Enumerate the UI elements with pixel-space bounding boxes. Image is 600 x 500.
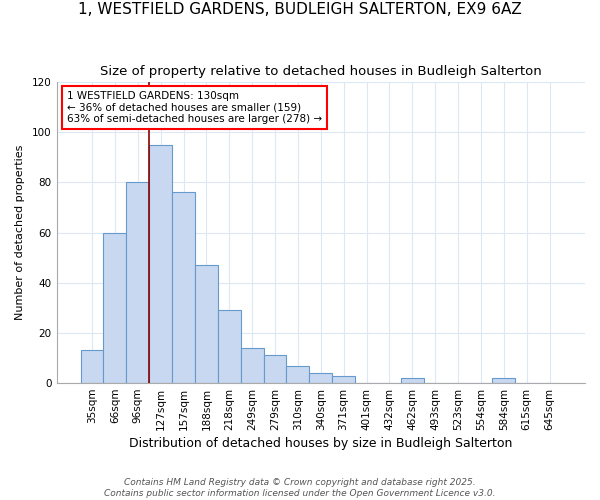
Bar: [310, 373, 332, 383]
Title: Size of property relative to detached houses in Budleigh Salterton: Size of property relative to detached ho…: [100, 65, 542, 78]
Bar: [493, 378, 515, 383]
Bar: [172, 192, 195, 383]
Bar: [263, 356, 286, 383]
Bar: [195, 265, 218, 383]
Bar: [127, 182, 149, 383]
Bar: [80, 350, 103, 383]
Y-axis label: Number of detached properties: Number of detached properties: [15, 145, 25, 320]
Text: 1, WESTFIELD GARDENS, BUDLEIGH SALTERTON, EX9 6AZ: 1, WESTFIELD GARDENS, BUDLEIGH SALTERTON…: [78, 2, 522, 18]
Bar: [286, 366, 310, 383]
Bar: [218, 310, 241, 383]
Text: 1 WESTFIELD GARDENS: 130sqm
← 36% of detached houses are smaller (159)
63% of se: 1 WESTFIELD GARDENS: 130sqm ← 36% of det…: [67, 91, 322, 124]
Text: Contains HM Land Registry data © Crown copyright and database right 2025.
Contai: Contains HM Land Registry data © Crown c…: [104, 478, 496, 498]
Bar: [241, 348, 263, 383]
Bar: [401, 378, 424, 383]
Bar: [103, 232, 127, 383]
Bar: [332, 376, 355, 383]
Bar: [149, 144, 172, 383]
X-axis label: Distribution of detached houses by size in Budleigh Salterton: Distribution of detached houses by size …: [129, 437, 512, 450]
